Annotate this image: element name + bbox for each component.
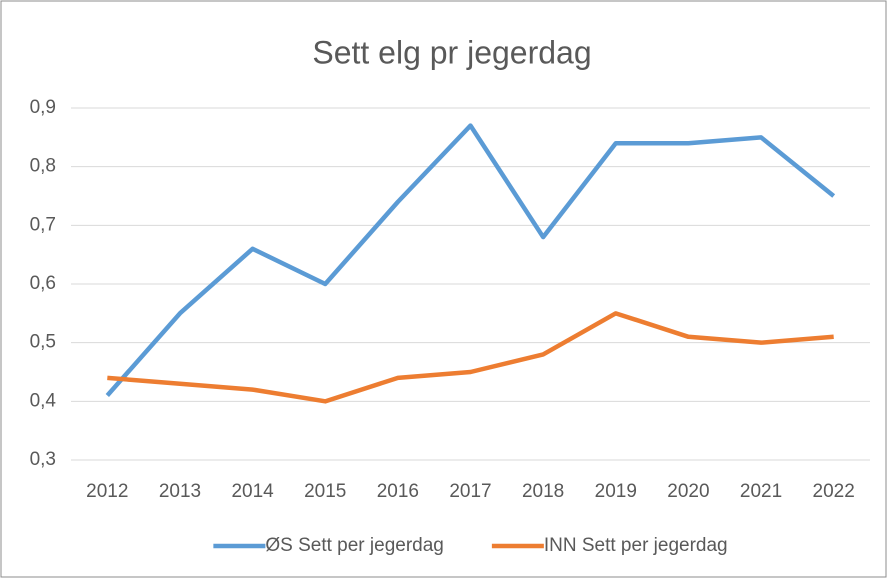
y-tick-label: 0,3 (30, 449, 56, 470)
y-tick-label: 0,4 (30, 390, 57, 411)
x-tick-label: 2013 (159, 481, 201, 502)
legend-label: ØS Sett per jegerdag (265, 535, 444, 556)
x-tick-label: 2022 (813, 481, 855, 502)
y-tick-label: 0,5 (30, 332, 56, 353)
x-tick-label: 2017 (449, 481, 491, 502)
x-tick-label: 2015 (304, 481, 346, 502)
x-tick-label: 2012 (86, 481, 128, 502)
y-tick-label: 0,9 (30, 97, 56, 118)
y-tick-label: 0,8 (30, 156, 56, 177)
x-tick-label: 2014 (231, 481, 274, 502)
x-tick-label: 2019 (595, 481, 637, 502)
series-line (105, 123, 836, 397)
y-tick-label: 0,6 (30, 273, 56, 294)
x-tick-label: 2016 (377, 481, 419, 502)
x-tick-label: 2020 (667, 481, 709, 502)
chart-title: Sett elg pr jegerdag (312, 34, 591, 70)
series-line (107, 311, 834, 404)
x-tick-label: 2021 (740, 481, 782, 502)
y-tick-label: 0,7 (30, 214, 56, 235)
x-tick-label: 2018 (522, 481, 564, 502)
legend-label: INN Sett per jegerdag (544, 535, 728, 556)
